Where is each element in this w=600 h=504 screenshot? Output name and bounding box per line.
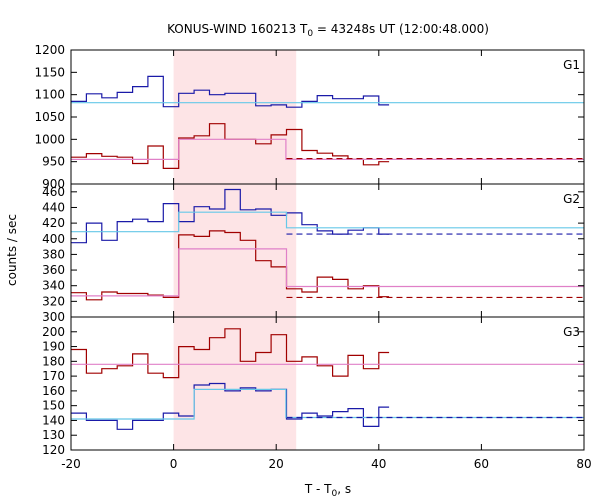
x-tick-label: 0: [170, 457, 178, 471]
chart-title-main: KONUS-WIND 160213 T: [167, 22, 308, 36]
chart-title-subscript: 0: [307, 29, 313, 39]
y-tick-label: 150: [42, 399, 65, 413]
y-tick-label: 120: [42, 443, 65, 457]
y-tick-label: 1100: [34, 88, 65, 102]
panel-g3: [71, 328, 584, 430]
y-tick-label: 900: [42, 177, 65, 191]
series-g2-pink-4: [71, 248, 584, 297]
y-tick-label: 460: [42, 185, 65, 199]
y-tick-label: 420: [42, 216, 65, 230]
panel-label-g3: G3: [563, 325, 580, 339]
y-tick-label: 950: [42, 155, 65, 169]
x-axis-label: T - T0, s: [304, 482, 351, 499]
chart-title-rest: = 43248s UT (12:00:48.000): [313, 22, 489, 36]
y-tick-label: 440: [42, 200, 65, 214]
x-tick-label: 40: [371, 457, 386, 471]
chart-title: KONUS-WIND 160213 T0 = 43248s UT (12:00:…: [167, 22, 489, 39]
panel-frame-g3: [70, 316, 585, 451]
x-tick-label: 20: [269, 457, 284, 471]
panel-label-g2: G2: [563, 192, 580, 206]
y-tick-label: 360: [42, 263, 65, 277]
highlight-interval: [173, 50, 297, 450]
series-g1-blue-0: [71, 75, 390, 108]
y-tick-label: 190: [42, 340, 65, 354]
y-tick-label: 130: [42, 428, 65, 442]
series-g2-cyan-1: [71, 211, 584, 233]
series-layer: [71, 75, 584, 430]
y-tick-label: 200: [42, 325, 65, 339]
y-tick-label: 300: [42, 310, 65, 324]
y-tick-label: 400: [42, 232, 65, 246]
y-tick-label: 320: [42, 294, 65, 308]
panel-label-g1: G1: [563, 58, 580, 72]
x-tick-label: 60: [474, 457, 489, 471]
series-g1-pink-3: [71, 138, 584, 160]
y-tick-label: 340: [42, 279, 65, 293]
y-tick-label: 1150: [34, 65, 65, 79]
y-tick-label: 1050: [34, 110, 65, 124]
series-g3-cyan-3: [71, 388, 584, 420]
panel-g1: [71, 75, 584, 169]
y-tick-label: 140: [42, 413, 65, 427]
axes-layer: 90095010001050110011501200G1300320340360…: [34, 43, 591, 471]
x-tick-label: -20: [61, 457, 81, 471]
series-g3-dark-red-0: [71, 328, 390, 379]
series-g2-dark-red-3: [71, 230, 390, 301]
y-tick-label: 160: [42, 384, 65, 398]
x-tick-label: 80: [576, 457, 591, 471]
x-axis-label-rest: , s: [337, 482, 351, 496]
x-axis-label-main: T - T: [304, 482, 332, 496]
y-tick-label: 170: [42, 369, 65, 383]
panel-g2: [71, 188, 584, 301]
y-tick-label: 1000: [34, 132, 65, 146]
y-axis-label: counts / sec: [5, 214, 19, 286]
highlight-layer: [173, 50, 297, 450]
y-tick-label: 180: [42, 354, 65, 368]
series-g2-blue-0: [71, 188, 390, 244]
y-tick-label: 1200: [34, 43, 65, 57]
x-axis-label-subscript: 0: [332, 489, 338, 499]
y-tick-label: 380: [42, 247, 65, 261]
